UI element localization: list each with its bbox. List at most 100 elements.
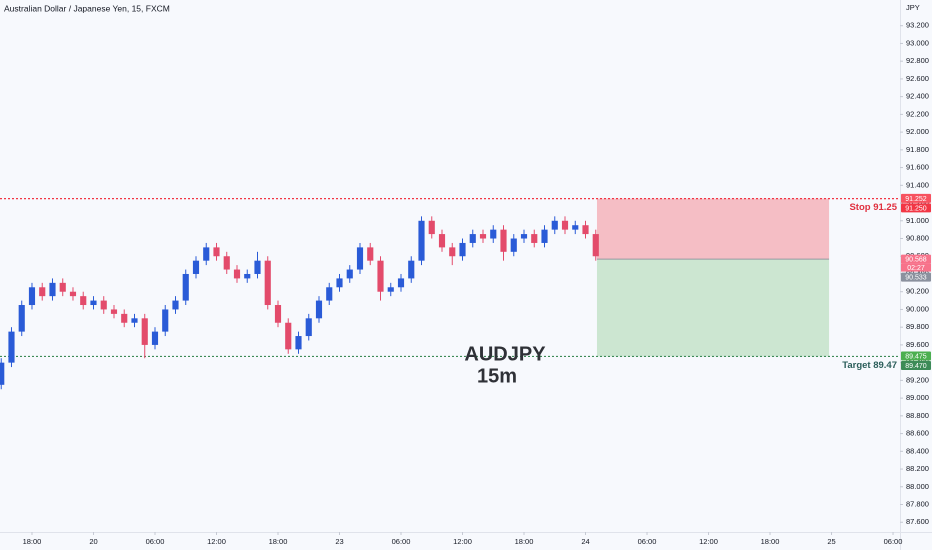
candle-body xyxy=(490,229,497,239)
price-tag xyxy=(901,254,931,264)
y-tick-label: 92.800 xyxy=(906,56,929,65)
candle-body xyxy=(131,318,138,323)
y-tick-label: 91.800 xyxy=(906,145,929,154)
candle-body xyxy=(162,309,169,332)
x-tick-label: 06:00 xyxy=(884,537,903,546)
y-tick-label: 93.200 xyxy=(906,21,929,30)
y-tick-label: 90.200 xyxy=(906,287,929,296)
x-tick-label: 24 xyxy=(581,537,589,546)
candle-body xyxy=(233,269,241,279)
candle-body xyxy=(90,300,97,306)
candle-body xyxy=(121,313,128,323)
chart-title: Australian Dollar / Japanese Yen, 15, FX… xyxy=(4,3,170,13)
y-tick-label: 91.600 xyxy=(906,163,929,172)
price-tag xyxy=(901,360,931,370)
x-tick-label: 18:00 xyxy=(269,537,288,546)
candle-body xyxy=(541,229,548,243)
candle-body xyxy=(285,322,292,350)
candle-body xyxy=(295,336,302,350)
candle-body xyxy=(203,247,210,261)
candle-body xyxy=(438,234,446,248)
price-tag-label: 89.470 xyxy=(905,363,927,370)
price-tag xyxy=(901,351,931,361)
candle-body xyxy=(520,234,528,239)
y-tick-label: 88.600 xyxy=(906,429,929,438)
candle-body xyxy=(336,278,343,288)
level-label: Stop 91.25 xyxy=(849,202,897,213)
candle-body xyxy=(315,300,323,319)
y-tick-label: 88.200 xyxy=(906,464,929,473)
y-tick-label: 90.000 xyxy=(906,304,929,313)
candle-body xyxy=(8,331,15,363)
y-tick-label: 90.800 xyxy=(906,233,929,242)
candle-body xyxy=(397,278,405,288)
candle-body xyxy=(531,234,538,243)
candle-body xyxy=(449,247,456,257)
candle-body xyxy=(408,260,415,279)
candle-body xyxy=(561,220,569,230)
candle-body xyxy=(387,287,394,292)
y-tick-label: 89.000 xyxy=(906,393,929,402)
candle-body xyxy=(18,305,25,332)
x-tick-label: 12:00 xyxy=(453,537,472,546)
candle-body xyxy=(459,242,466,257)
level-label: Target 89.47 xyxy=(842,360,897,371)
y-tick-label: 87.600 xyxy=(906,517,929,526)
candle-body xyxy=(346,269,353,279)
candle-body xyxy=(244,273,251,279)
candle-body xyxy=(274,305,282,323)
annotation-interval: 15m xyxy=(477,365,517,387)
candle-body xyxy=(377,260,384,292)
y-tick-label: 89.200 xyxy=(906,375,929,384)
x-tick-label: 06:00 xyxy=(146,537,165,546)
countdown-label: 02:27 xyxy=(907,265,925,272)
candle-body xyxy=(69,291,77,297)
y-tick-label: 89.800 xyxy=(906,322,929,331)
x-tick-label: 25 xyxy=(827,537,835,546)
candle-body xyxy=(428,220,435,235)
x-tick-label: 12:00 xyxy=(207,537,226,546)
y-tick-label: 87.800 xyxy=(906,499,929,508)
candle-body xyxy=(100,300,107,310)
y-tick-label: 88.400 xyxy=(906,446,929,455)
candle-body xyxy=(418,220,425,261)
y-tick-label: 92.000 xyxy=(906,127,929,136)
candle-body xyxy=(572,225,579,230)
x-tick-label: 06:00 xyxy=(638,537,657,546)
candle-body xyxy=(469,234,476,243)
y-tick-label: 92.400 xyxy=(906,92,929,101)
x-tick-label: 23 xyxy=(335,537,343,546)
candle-body xyxy=(151,331,159,345)
price-tag-label: 90.533 xyxy=(905,274,927,281)
candle-body xyxy=(182,273,189,301)
candle-body xyxy=(141,318,148,345)
x-tick-label: 06:00 xyxy=(392,537,411,546)
candle-body xyxy=(326,287,333,301)
candle-body xyxy=(59,282,66,292)
candle-body xyxy=(551,220,558,230)
candle-body xyxy=(39,287,46,297)
candle-body xyxy=(80,296,87,306)
target-zone xyxy=(596,259,830,357)
price-tag-label: 91.250 xyxy=(905,205,927,212)
candle-body xyxy=(479,234,487,239)
y-tick-label: 92.600 xyxy=(906,74,929,83)
annotation-symbol: AUDJPY xyxy=(464,343,546,365)
price-tag xyxy=(901,203,931,213)
candle-body xyxy=(0,362,5,385)
x-tick-label: 20 xyxy=(89,537,97,546)
price-tag xyxy=(901,193,931,203)
price-tag-label: 89.475 xyxy=(905,353,927,360)
price-tag xyxy=(901,272,931,282)
x-tick-label: 12:00 xyxy=(699,537,718,546)
candle-body xyxy=(49,282,56,297)
y-tick-label: 89.600 xyxy=(906,340,929,349)
y-tick-label: 91.400 xyxy=(906,180,929,189)
candle-body xyxy=(582,225,589,235)
x-tick-label: 18:00 xyxy=(515,537,534,546)
candle-body xyxy=(28,287,36,306)
candle-body xyxy=(172,300,179,310)
candle-body xyxy=(500,229,507,252)
candle-body xyxy=(110,309,118,314)
